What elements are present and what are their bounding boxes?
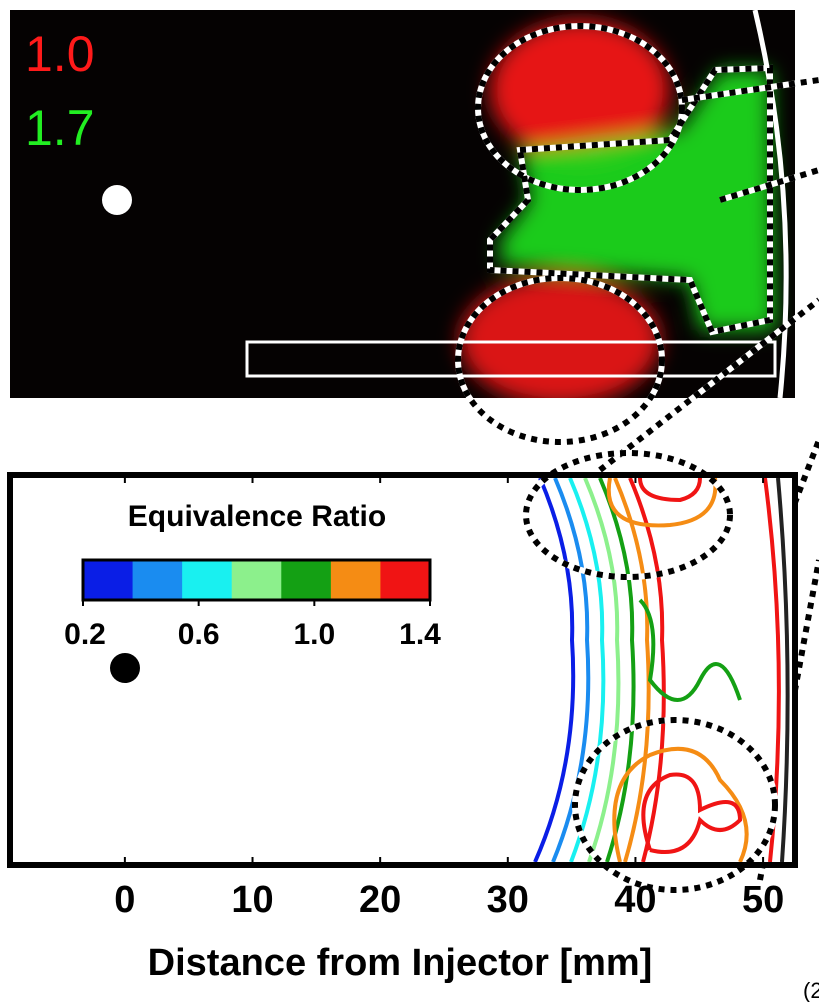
colorbar-segment <box>331 560 381 600</box>
colorbar-tick-label: 0.2 <box>64 618 106 651</box>
colorbar-segment <box>232 560 282 600</box>
x-tick-label: 20 <box>359 879 401 921</box>
colorbar-tick-label: 1.0 <box>293 618 335 651</box>
colorbar-segment <box>380 560 430 600</box>
colorbar-segment <box>83 560 133 600</box>
figure: 1.0 1.7 Equivalence Ratio 0.2 0.6 1.0 1.4 0… <box>0 0 819 1002</box>
colorbar-segment <box>182 560 232 600</box>
x-tick-label: 30 <box>487 879 529 921</box>
colorbar-tick-label: 0.6 <box>178 618 220 651</box>
colorbar-segment <box>281 560 331 600</box>
fluorescence-image: 1.0 1.7 <box>10 10 795 442</box>
injector-dot <box>110 653 140 683</box>
colorbar-tick-label: 1.4 <box>399 618 441 651</box>
red-blob <box>460 275 660 405</box>
contour-plot: Equivalence Ratio 0.2 0.6 1.0 1.4 0 10 20 30 40… <box>10 453 819 1002</box>
x-tick-label: 10 <box>231 879 273 921</box>
image-legend-label: 1.7 <box>25 100 95 156</box>
footnote: (2 <box>803 978 819 1002</box>
x-tick-label: 50 <box>742 879 784 921</box>
colorbar-segment <box>133 560 183 600</box>
x-tick-label: 40 <box>614 879 656 921</box>
colorbar-title: Equivalence Ratio <box>128 500 386 533</box>
image-legend-label: 1.0 <box>25 26 95 82</box>
x-axis-label: Distance from Injector [mm] <box>148 942 653 984</box>
injector-dot <box>102 185 132 215</box>
page: {"chart_data": { "type": "contour", "ima… <box>0 0 819 1002</box>
x-tick-label: 0 <box>114 879 135 921</box>
